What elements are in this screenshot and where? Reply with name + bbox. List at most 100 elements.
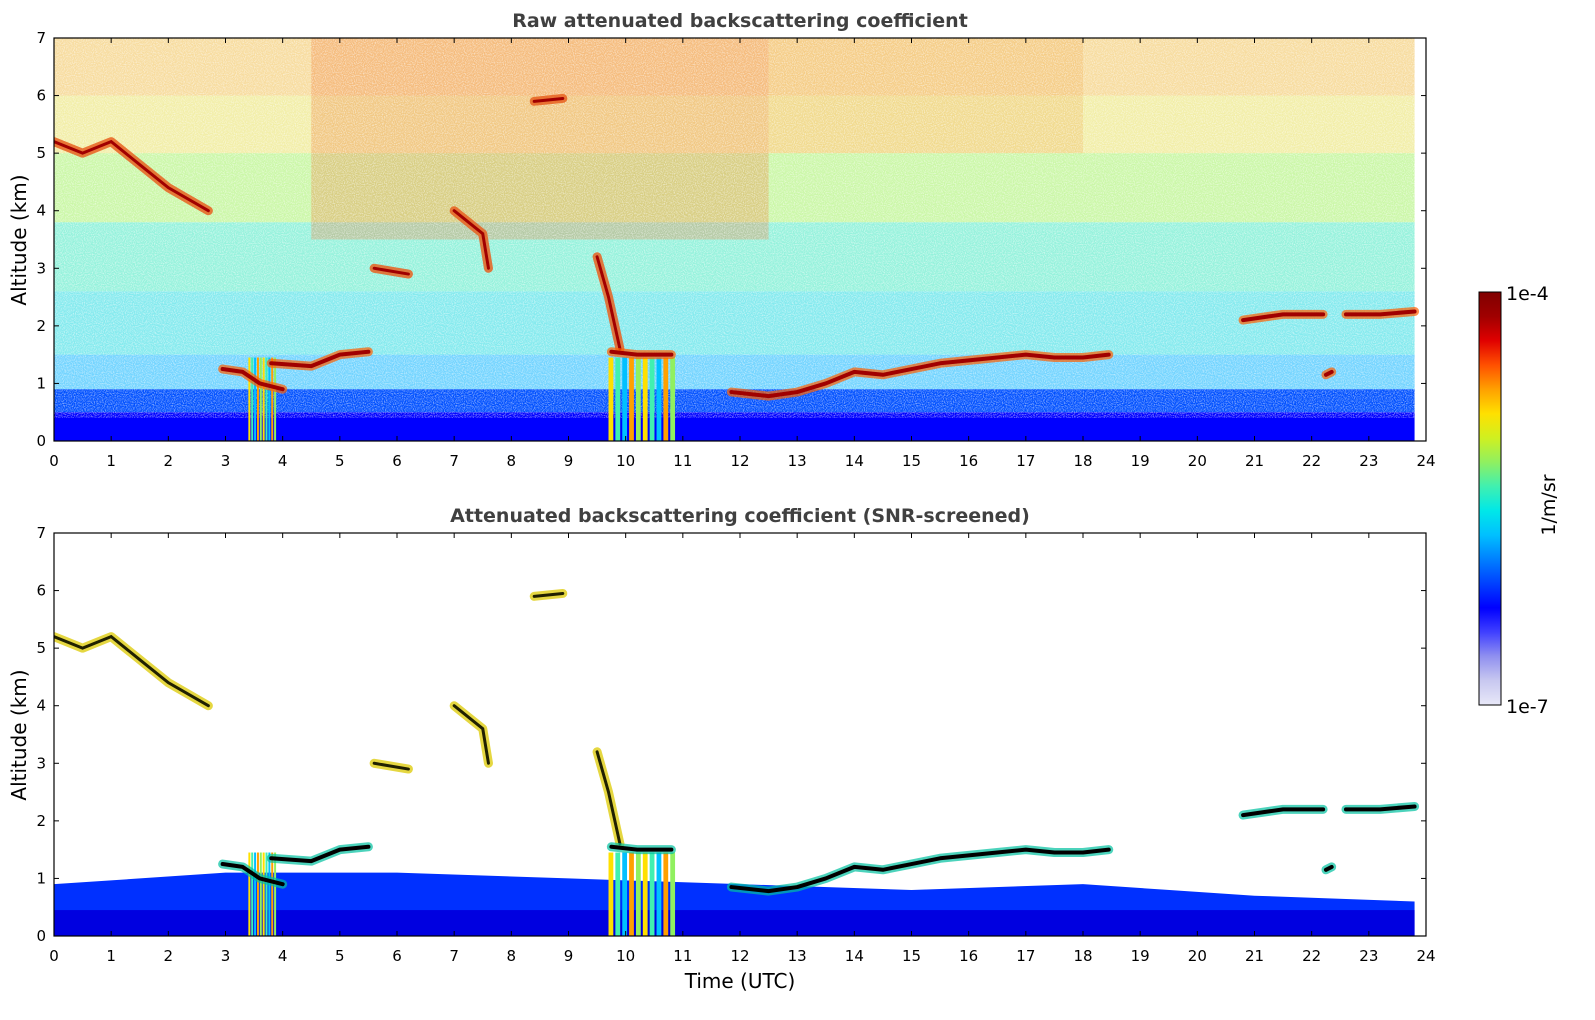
x-tick-label: 12 [730, 452, 749, 470]
x-tick-label: 9 [564, 452, 574, 470]
panel-raw-heatmap [54, 38, 1426, 441]
x-tick-label: 13 [788, 947, 807, 965]
elevated-layer-core [595, 750, 622, 846]
precip-streak [254, 852, 257, 936]
precip-streak [663, 852, 669, 936]
x-tick-label: 10 [616, 947, 635, 965]
elevated-layer-core [372, 761, 410, 771]
panel-screened-background [54, 533, 1426, 936]
precip-column [608, 852, 676, 936]
y-tick-label: 6 [36, 582, 46, 600]
x-tick-label: 8 [507, 947, 517, 965]
x-tick-label: 23 [1359, 452, 1378, 470]
precip-column [248, 852, 277, 936]
precip-streak [649, 852, 655, 936]
colorbar-max-label: 1e-4 [1506, 283, 1549, 305]
precip-streak [262, 357, 265, 441]
cloud-base [609, 349, 674, 357]
y-tick-label: 0 [36, 432, 46, 450]
x-tick-label: 7 [449, 452, 459, 470]
x-tick-label: 5 [335, 452, 345, 470]
precip-streak [271, 852, 274, 936]
cloud-base [1241, 312, 1326, 323]
panel-screened-x-axis: 0 1 2 3 4 5 6 7 8 9 10 11 12 13 14 15 16 17 18 19 20 21 22 23 24 [49, 533, 1436, 965]
precip-streak [649, 357, 655, 441]
precip-streak [622, 852, 628, 936]
x-tick-label: 1 [106, 452, 116, 470]
x-tick-label: 18 [1073, 947, 1092, 965]
x-tick-label: 14 [845, 947, 864, 965]
y-tick-label: 7 [36, 29, 46, 47]
precip-streak [251, 357, 254, 441]
elevated-layer-core [452, 704, 490, 765]
precip-streak [274, 357, 277, 441]
precip-streak [259, 852, 262, 936]
precip-streak [615, 852, 621, 936]
panel-raw-ylabel: Altitude (km) [7, 174, 31, 305]
precip-streak [268, 357, 271, 441]
x-tick-label: 3 [221, 452, 231, 470]
x-tick-label: 5 [335, 947, 345, 965]
precip-streak [670, 852, 676, 936]
x-tick-label: 8 [507, 452, 517, 470]
cloud-base [220, 367, 285, 392]
panel-screened-title: Attenuated backscattering coefficient (S… [450, 505, 1030, 527]
cloud-base [269, 349, 371, 369]
surface-layer-area [54, 910, 1415, 936]
y-tick-label: 1 [36, 869, 46, 887]
panel-raw-y-axis: 0 1 2 3 4 5 6 7 [36, 29, 1426, 450]
panel-raw-speckle [54, 38, 1416, 418]
elevated-layer-core [54, 139, 210, 213]
precip-streak [256, 852, 259, 936]
precip-streak [254, 357, 257, 441]
elevated-layer-core [595, 255, 622, 351]
y-tick-label: 5 [36, 639, 46, 657]
y-tick-label: 3 [36, 754, 46, 772]
x-tick-label: 4 [278, 947, 288, 965]
x-tick-label: 24 [1416, 947, 1435, 965]
x-tick-label: 6 [392, 452, 402, 470]
cloud-base [1241, 807, 1326, 818]
precip-streak [248, 357, 251, 441]
y-tick-label: 4 [36, 202, 46, 220]
panel-raw-x-axis: 0 1 2 3 4 5 6 7 8 9 10 11 12 13 14 15 16 17 18 19 20 21 22 23 24 [49, 38, 1436, 470]
panel-screened-y-axis: 0 1 2 3 4 5 6 7 [36, 524, 1426, 945]
x-tick-label: 11 [673, 947, 692, 965]
x-tick-label: 24 [1416, 452, 1435, 470]
precip-column [608, 357, 676, 441]
x-tick-label: 1 [106, 947, 116, 965]
panel-raw-title: Raw attenuated backscattering coefficien… [512, 10, 968, 32]
x-tick-label: 7 [449, 947, 459, 965]
precip-streak [629, 852, 634, 936]
elevated-layer-core [452, 209, 490, 270]
x-tick-label: 3 [221, 947, 231, 965]
y-tick-label: 4 [36, 697, 46, 715]
x-tick-label: 10 [616, 452, 635, 470]
precip-streak [262, 852, 265, 936]
cloud-base [1343, 309, 1417, 317]
precip-streak [622, 357, 628, 441]
cloud-base [220, 862, 285, 887]
colorbar-min-label: 1e-7 [1506, 696, 1549, 718]
precip-streak [656, 852, 662, 936]
x-tick-label: 23 [1359, 947, 1378, 965]
precip-streak [608, 852, 614, 936]
x-tick-label: 0 [49, 947, 59, 965]
x-tick-label: 2 [164, 947, 174, 965]
x-tick-label: 9 [564, 947, 574, 965]
cloud-base [729, 352, 1111, 399]
precip-streak [615, 357, 621, 441]
precip-column [248, 357, 277, 441]
cloud-base [1323, 864, 1334, 872]
colorbar-unit-label: 1/m/sr [1538, 474, 1560, 535]
elevated-layer-core [532, 591, 565, 598]
panel-screened-xlabel: Time (UTC) [684, 969, 796, 993]
precip-streak [256, 357, 259, 441]
y-tick-label: 2 [36, 317, 46, 335]
x-tick-label: 16 [959, 452, 978, 470]
y-tick-label: 3 [36, 259, 46, 277]
cloud-base [729, 847, 1111, 894]
x-tick-label: 0 [49, 452, 59, 470]
y-tick-label: 6 [36, 87, 46, 105]
